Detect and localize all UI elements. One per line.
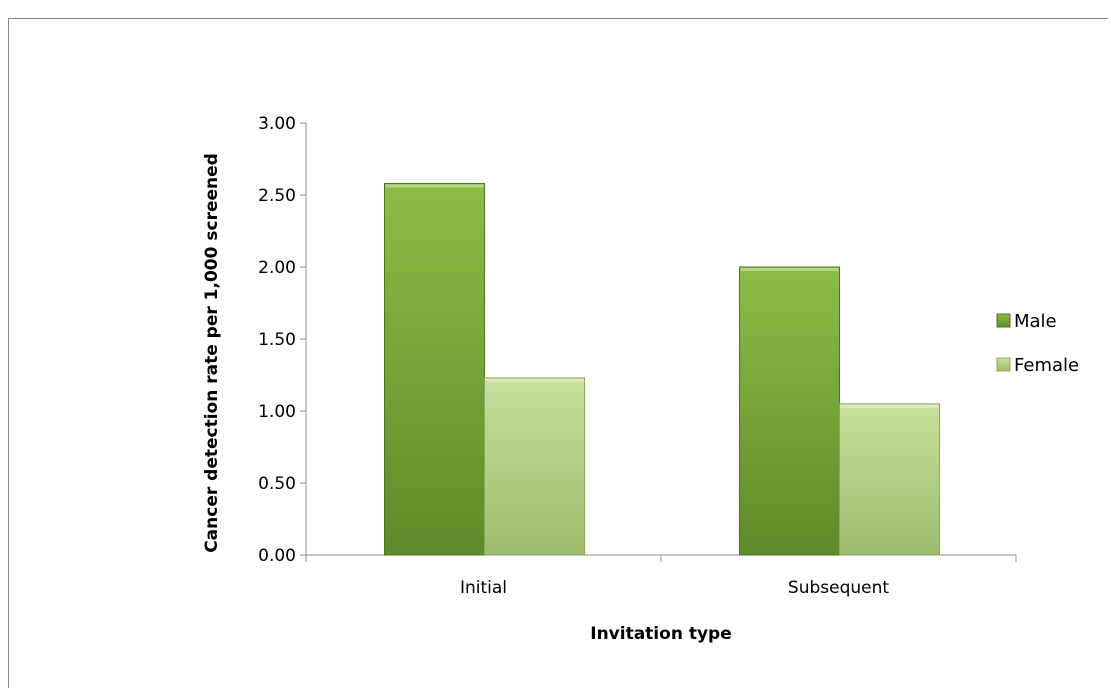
y-tick-label: 1.00	[258, 402, 296, 422]
y-tick-label: 0.50	[258, 474, 296, 494]
y-tick-label: 0.00	[258, 546, 296, 566]
bars-group	[384, 182, 940, 556]
legend-label-female: Female	[1014, 355, 1079, 376]
x-tick-label: Subsequent	[788, 578, 889, 598]
bar-male-initial	[384, 182, 485, 556]
bar-highlight	[485, 378, 584, 382]
legend: Male Female	[996, 311, 1079, 376]
bar-highlight	[740, 268, 839, 271]
y-tick-label: 3.00	[258, 114, 296, 134]
bar-female-subsequent	[839, 403, 940, 556]
bar-female-initial	[484, 377, 585, 556]
labels-group: 0.00 0.50 1.00 1.50 2.00 2.50 3.00 Initial Subse…	[202, 114, 889, 644]
bar-highlight	[840, 404, 939, 408]
legend-swatch-male	[996, 313, 1011, 328]
y-axis-title: Cancer detection rate per 1,000 screened	[202, 153, 222, 553]
bar-highlight	[385, 184, 484, 188]
x-tick-label: Initial	[460, 578, 507, 598]
y-tick-label: 2.50	[258, 186, 296, 206]
bar-male-subsequent	[739, 266, 840, 556]
legend-swatch-female	[996, 357, 1011, 372]
chart-frame	[8, 18, 1108, 688]
x-axis-title: Invitation type	[590, 624, 732, 644]
legend-label-male: Male	[1014, 311, 1057, 332]
y-tick-label: 2.00	[258, 258, 296, 278]
y-tick-label: 1.50	[258, 330, 296, 350]
